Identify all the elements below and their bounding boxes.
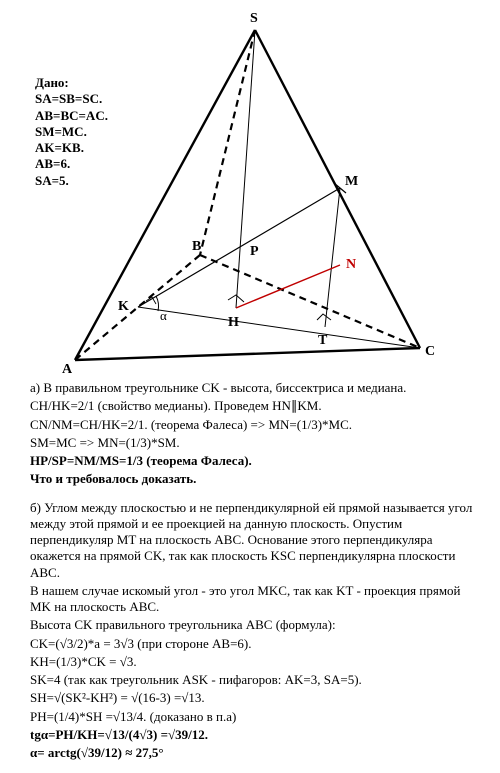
given-title: Дано:	[35, 75, 108, 91]
label-b: B	[192, 239, 201, 254]
right-angle-t	[317, 314, 331, 320]
given-block: Дано: SA=SB=SC. AB=BC=AC. SM=MC. AK=KB. …	[35, 75, 108, 189]
given-line: AK=KB.	[35, 140, 108, 156]
edge-bc	[200, 255, 420, 348]
label-c: C	[425, 344, 435, 359]
part-a-bold: Что и требовалось доказать.	[30, 471, 482, 487]
part-b-bold: tgα=PH/KH=√13/(4√3) =√39/12.	[30, 727, 482, 743]
label-s: S	[250, 11, 258, 26]
geometry-diagram: S A B C M K H P T N α Дано: SA=SB=SC. AB…	[0, 0, 500, 380]
right-angle-k-small	[146, 297, 156, 304]
label-alpha: α	[160, 308, 167, 323]
label-t: T	[318, 333, 328, 348]
label-p: P	[250, 244, 259, 259]
line-kc	[138, 307, 420, 348]
part-a-line: а) В правильном треугольнике CK - высота…	[30, 380, 482, 396]
label-n: N	[346, 257, 356, 272]
label-a: A	[62, 362, 73, 377]
part-b-line: SK=4 (так как треугольник ASK - пифагоро…	[30, 672, 482, 688]
label-m: M	[345, 174, 358, 189]
label-k: K	[118, 299, 129, 314]
line-km	[138, 188, 340, 307]
line-hn	[236, 265, 340, 308]
edge-sb	[200, 30, 255, 255]
given-line: SA=SB=SC.	[35, 91, 108, 107]
part-b-line: PH=(1/4)*SH =√13/4. (доказано в п.а)	[30, 709, 482, 725]
given-line: SM=MC.	[35, 124, 108, 140]
part-a-line: CH/HK=2/1 (свойство медианы). Проведем H…	[30, 398, 482, 414]
part-a-line: CN/NM=CH/HK=2/1. (теорема Фалеса) => MN=…	[30, 417, 482, 433]
label-h: H	[228, 315, 239, 330]
part-a-line: SM=MC => MN=(1/3)*SM.	[30, 435, 482, 451]
given-line: AB=6.	[35, 156, 108, 172]
edge-ac	[75, 348, 420, 360]
part-b-line: В нашем случае искомый угол - это угол M…	[30, 583, 482, 616]
given-line: SA=5.	[35, 173, 108, 189]
part-b-bold: α= arctg(√39/12) ≈ 27,5°	[30, 745, 482, 761]
part-b-line: KH=(1/3)*CK = √3.	[30, 654, 482, 670]
given-line: AB=BC=AC.	[35, 108, 108, 124]
angle-alpha-arc	[156, 296, 159, 311]
part-a-bold: HP/SP=NM/MS=1/3 (теорема Фалеса).	[30, 453, 482, 469]
part-b-line: Высота CK правильного треугольника ABC (…	[30, 617, 482, 633]
solution-text: а) В правильном треугольнике CK - высота…	[0, 380, 500, 773]
part-b-line: CK=(√3/2)*a = 3√3 (при стороне AB=6).	[30, 636, 482, 652]
edge-ba	[75, 255, 200, 360]
part-b-line: б) Углом между плоскостью и не перпендик…	[30, 500, 482, 581]
line-mt	[325, 188, 340, 327]
